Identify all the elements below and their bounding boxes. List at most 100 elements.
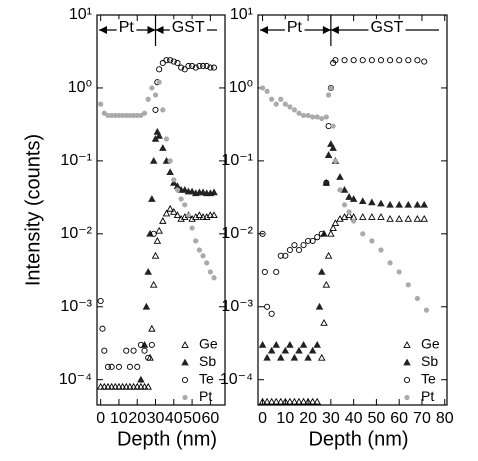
y-tick-label: 10¹ xyxy=(69,6,92,23)
y-tick-label: 10⁻² xyxy=(221,225,253,242)
data-point xyxy=(323,114,329,120)
data-point xyxy=(327,229,335,237)
data-point xyxy=(181,341,189,348)
data-point xyxy=(170,58,177,65)
data-point xyxy=(196,247,202,253)
data-point xyxy=(181,66,188,73)
annotation: Pt xyxy=(287,19,303,36)
data-point xyxy=(272,397,280,405)
data-point xyxy=(148,341,155,348)
data-point xyxy=(167,158,173,164)
arrow-head xyxy=(99,26,107,34)
x-tick-label: 40 xyxy=(165,410,183,427)
legend-label: Pt xyxy=(421,388,434,404)
annotation-bg xyxy=(116,19,137,37)
data-point xyxy=(263,397,271,405)
data-point xyxy=(286,340,294,348)
data-point xyxy=(111,382,120,390)
data-point xyxy=(345,193,353,200)
data-point xyxy=(182,394,188,401)
data-point xyxy=(377,199,385,207)
y-tick-label: 10⁰ xyxy=(229,79,253,96)
data-point xyxy=(116,112,122,119)
data-point xyxy=(120,112,126,119)
data-point xyxy=(203,62,210,70)
data-point xyxy=(328,85,334,91)
data-point xyxy=(329,224,337,231)
data-point xyxy=(185,212,192,218)
data-point xyxy=(324,251,333,259)
data-point xyxy=(259,85,266,91)
data-point xyxy=(403,341,411,348)
data-point xyxy=(377,57,385,64)
data-point xyxy=(327,140,335,147)
data-point xyxy=(268,310,275,317)
data-point xyxy=(178,196,184,202)
data-point xyxy=(308,346,317,354)
data-point xyxy=(314,234,321,241)
data-point xyxy=(351,218,357,224)
data-point xyxy=(181,185,189,193)
data-point xyxy=(341,202,348,208)
data-point xyxy=(195,211,204,219)
data-point xyxy=(99,325,106,332)
x-tick-label: 10 xyxy=(276,410,294,427)
data-point xyxy=(395,200,403,208)
data-point xyxy=(134,363,141,370)
data-point xyxy=(403,358,411,366)
data-point xyxy=(404,215,413,222)
data-point xyxy=(151,251,160,259)
data-point xyxy=(261,268,268,276)
data-point xyxy=(166,204,174,212)
data-point xyxy=(423,307,430,313)
x-tick-label: 20 xyxy=(299,410,317,427)
data-point xyxy=(104,382,112,390)
x-tick-label: 40 xyxy=(345,410,363,427)
data-point xyxy=(130,112,137,119)
data-point xyxy=(163,57,170,64)
data-point xyxy=(404,200,413,208)
x-tick-label: 60 xyxy=(390,410,408,427)
data-point xyxy=(313,397,321,405)
y-tick-label: 10⁻² xyxy=(60,225,92,242)
data-point xyxy=(319,115,325,122)
legend-label: Sb xyxy=(199,353,216,369)
data-point xyxy=(314,114,320,120)
data-point xyxy=(149,156,158,164)
data-point xyxy=(263,353,271,361)
data-point xyxy=(304,397,312,405)
data-point xyxy=(300,112,307,119)
data-point xyxy=(178,64,185,71)
data-point xyxy=(277,353,285,361)
data-point xyxy=(300,242,307,249)
annotation-bg xyxy=(284,19,305,37)
annotation-bg xyxy=(169,19,207,37)
data-point xyxy=(167,57,174,64)
data-point xyxy=(101,347,108,354)
data-point xyxy=(377,213,385,220)
data-point xyxy=(305,112,311,119)
data-point xyxy=(152,92,159,98)
data-point xyxy=(324,151,333,158)
data-point xyxy=(189,225,195,231)
data-point xyxy=(340,185,349,193)
x-tick-label: 70 xyxy=(413,410,431,427)
data-point xyxy=(349,195,358,202)
data-point xyxy=(159,144,167,151)
y-tick-label: 10⁻³ xyxy=(60,298,92,315)
data-point xyxy=(148,324,156,332)
data-point xyxy=(123,112,129,119)
y-tick-label: 10⁻³ xyxy=(221,298,253,315)
data-point xyxy=(192,64,199,71)
data-point xyxy=(304,353,312,361)
data-point xyxy=(405,57,412,64)
data-point xyxy=(290,397,299,405)
annotation: GST xyxy=(370,19,403,36)
data-point xyxy=(126,363,133,370)
data-point xyxy=(269,96,275,102)
data-point xyxy=(318,230,325,237)
data-point xyxy=(403,376,411,384)
data-point xyxy=(325,92,332,98)
data-point xyxy=(387,57,394,64)
